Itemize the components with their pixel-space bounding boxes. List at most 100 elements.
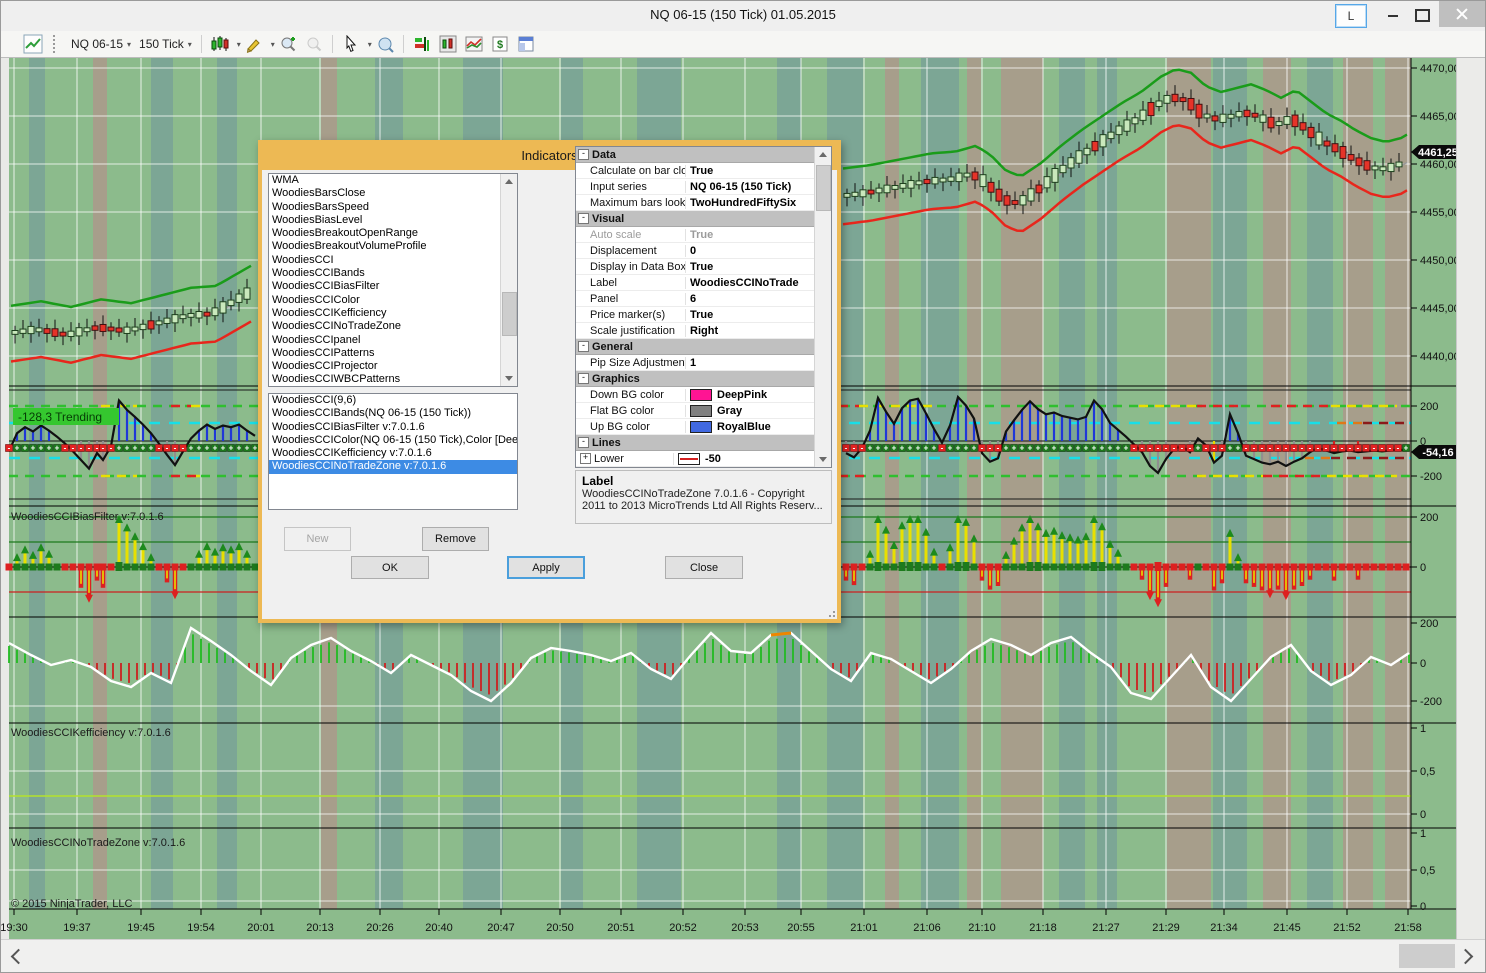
horizontal-scrollbar[interactable] — [1, 939, 1485, 972]
list-item[interactable]: WoodiesCCIColor(NQ 06-15 (150 Tick),Colo… — [272, 433, 518, 446]
configured-indicators-list[interactable]: WoodiesCCI(9,6) WoodiesCCIBands(NQ 06-15 … — [268, 393, 518, 510]
collapse-icon[interactable]: - — [578, 213, 589, 224]
grid-section[interactable]: - Visual — [576, 211, 815, 227]
list-item[interactable]: WoodiesCCIPatterns — [272, 346, 375, 359]
property-value[interactable]: True — [690, 260, 714, 273]
property-value[interactable]: Right — [690, 324, 719, 337]
drawing-tools-icon[interactable] — [244, 34, 264, 54]
chart-trader-icon[interactable] — [438, 34, 458, 54]
collapse-icon[interactable]: - — [578, 149, 589, 160]
property-value[interactable]: 0 — [690, 244, 697, 257]
list-item[interactable]: WoodiesCCIpanel — [272, 333, 361, 346]
list-item[interactable]: WoodiesCCIProjector — [272, 360, 378, 373]
list-item[interactable]: WoodiesBreakoutOpenRange — [272, 227, 418, 240]
property-value[interactable]: RoyalBlue — [686, 420, 815, 433]
list-item[interactable]: WoodiesCCIKefficiency — [272, 306, 387, 319]
property-value[interactable]: NQ 06-15 (150 Tick) — [690, 180, 792, 193]
property-value[interactable]: 6 — [690, 292, 697, 305]
grid-row[interactable]: Label WoodiesCCINoTrade — [576, 275, 815, 291]
chart-overlay-icon[interactable] — [464, 34, 484, 54]
property-value[interactable]: Gray — [686, 404, 815, 417]
zoom-in-icon[interactable] — [278, 34, 298, 54]
data-box-icon[interactable] — [375, 34, 395, 54]
collapse-icon[interactable]: - — [578, 437, 589, 448]
properties-icon[interactable] — [516, 34, 536, 54]
expand-icon[interactable]: + — [580, 453, 591, 464]
scroll-down-icon[interactable] — [819, 457, 827, 462]
list-item[interactable]: WoodiesCCIBiasFilter — [272, 280, 380, 293]
scrollbar-thumb[interactable] — [816, 165, 831, 211]
title-bar[interactable]: NQ 06-15 (150 Tick) 01.05.2015 L — [1, 1, 1485, 31]
resize-grip[interactable] — [825, 607, 835, 617]
grid-row[interactable]: Pip Size Adjustment 1 — [576, 355, 815, 371]
drawing-tools-dropdown[interactable]: ▾ — [267, 33, 275, 55]
maximize-button[interactable] — [1407, 1, 1435, 27]
window-close-button[interactable] — [1439, 1, 1485, 27]
apply-button[interactable]: Apply — [507, 556, 585, 579]
link-button[interactable]: L — [1335, 4, 1367, 28]
grid-row[interactable]: Displacement 0 — [576, 243, 815, 259]
list-item[interactable]: WoodiesBiasLevel — [272, 213, 363, 226]
property-value[interactable]: True — [690, 164, 714, 177]
interval-selector[interactable]: 150 Tick ▾ — [139, 37, 192, 51]
grid-section[interactable]: - Lines — [576, 435, 815, 451]
grid-row[interactable]: Panel 6 — [576, 291, 815, 307]
scroll-up-icon[interactable] — [505, 179, 513, 184]
scroll-left-icon[interactable] — [10, 948, 27, 965]
remove-button[interactable]: Remove — [422, 527, 489, 551]
property-value[interactable]: 1 — [690, 356, 697, 369]
available-indicators-list[interactable]: WMA WoodiesBarsClose WoodiesBarsSpeed Woodi… — [268, 173, 518, 387]
grid-row[interactable]: Display in Data Box True — [576, 259, 815, 275]
grid-row[interactable]: Scale justification Right — [576, 323, 815, 339]
scroll-right-icon[interactable] — [1457, 948, 1474, 965]
cursor-icon[interactable] — [341, 34, 361, 54]
grid-scrollbar[interactable] — [814, 147, 831, 467]
instrument-selector[interactable]: NQ 06-15 ▾ — [71, 37, 132, 51]
grid-row[interactable]: Down BG color DeepPink — [576, 387, 815, 403]
list-item[interactable]: WoodiesBarsSpeed — [272, 200, 370, 213]
chart-style-icon[interactable] — [210, 34, 230, 54]
list-item[interactable]: WMA — [272, 174, 299, 186]
list-item[interactable]: WoodiesCCIColor — [272, 293, 360, 306]
list-item[interactable]: WoodiesBreakoutVolumeProfile — [272, 240, 427, 253]
list-item[interactable]: WoodiesCCIBands(NQ 06-15 (150 Tick)) — [272, 407, 472, 420]
grid-section[interactable]: - Graphics — [576, 371, 815, 387]
list-item[interactable]: WoodiesCCIBands — [272, 267, 365, 280]
scrollbar-thumb[interactable] — [502, 292, 517, 336]
property-value[interactable]: TwoHundredFiftySix — [690, 196, 797, 209]
list-item[interactable]: WoodiesBarsClose — [272, 187, 366, 200]
collapse-icon[interactable]: - — [578, 373, 589, 384]
property-value[interactable]: WoodiesCCINoTrade — [690, 276, 799, 289]
scrollbar-thumb[interactable] — [1399, 944, 1455, 968]
account-icon[interactable]: $ — [490, 34, 510, 54]
grid-row[interactable]: Maximum bars look l TwoHundredFiftySix — [576, 195, 815, 211]
property-grid[interactable]: - Data Calculate on bar clos True Input seri… — [575, 146, 832, 468]
ok-button[interactable]: OK — [351, 556, 429, 579]
scroll-down-icon[interactable] — [505, 376, 513, 381]
grid-row[interactable]: Auto scale True — [576, 227, 815, 243]
property-value[interactable]: True — [690, 228, 714, 241]
grid-row[interactable]: Calculate on bar clos True — [576, 163, 815, 179]
list-scrollbar[interactable] — [500, 174, 517, 386]
property-value[interactable]: DeepPink — [686, 388, 815, 401]
list-item[interactable]: WoodiesCCINoTradeZone v:7.0.1.6 — [269, 460, 517, 474]
list-item[interactable]: WoodiesCCIWBCPatterns — [272, 373, 401, 386]
close-button[interactable]: Close — [665, 556, 743, 579]
collapse-icon[interactable]: - — [578, 341, 589, 352]
list-item[interactable]: WoodiesCCI — [272, 253, 334, 266]
grid-row[interactable]: Price marker(s) True — [576, 307, 815, 323]
grid-row[interactable]: Flat BG color Gray — [576, 403, 815, 419]
grid-section[interactable]: - Data — [576, 147, 815, 163]
grid-row[interactable]: Input series NQ 06-15 (150 Tick) — [576, 179, 815, 195]
toolbar-grip[interactable] — [53, 35, 59, 53]
grid-section[interactable]: - General — [576, 339, 815, 355]
list-item[interactable]: WoodiesCCI(9,6) — [272, 394, 357, 406]
indicators-icon[interactable] — [412, 34, 432, 54]
list-item[interactable]: WoodiesCCIBiasFilter v:7.0.1.6 — [272, 420, 425, 433]
list-item[interactable]: WoodiesCCIKefficiency v:7.0.1.6 — [272, 447, 432, 460]
minimize-button[interactable] — [1379, 1, 1407, 27]
chart-style-dropdown[interactable]: ▾ — [233, 33, 241, 55]
scroll-up-icon[interactable] — [819, 152, 827, 157]
grid-row[interactable]: + Lower -50 — [576, 451, 815, 467]
grid-row[interactable]: Up BG color RoyalBlue — [576, 419, 815, 435]
